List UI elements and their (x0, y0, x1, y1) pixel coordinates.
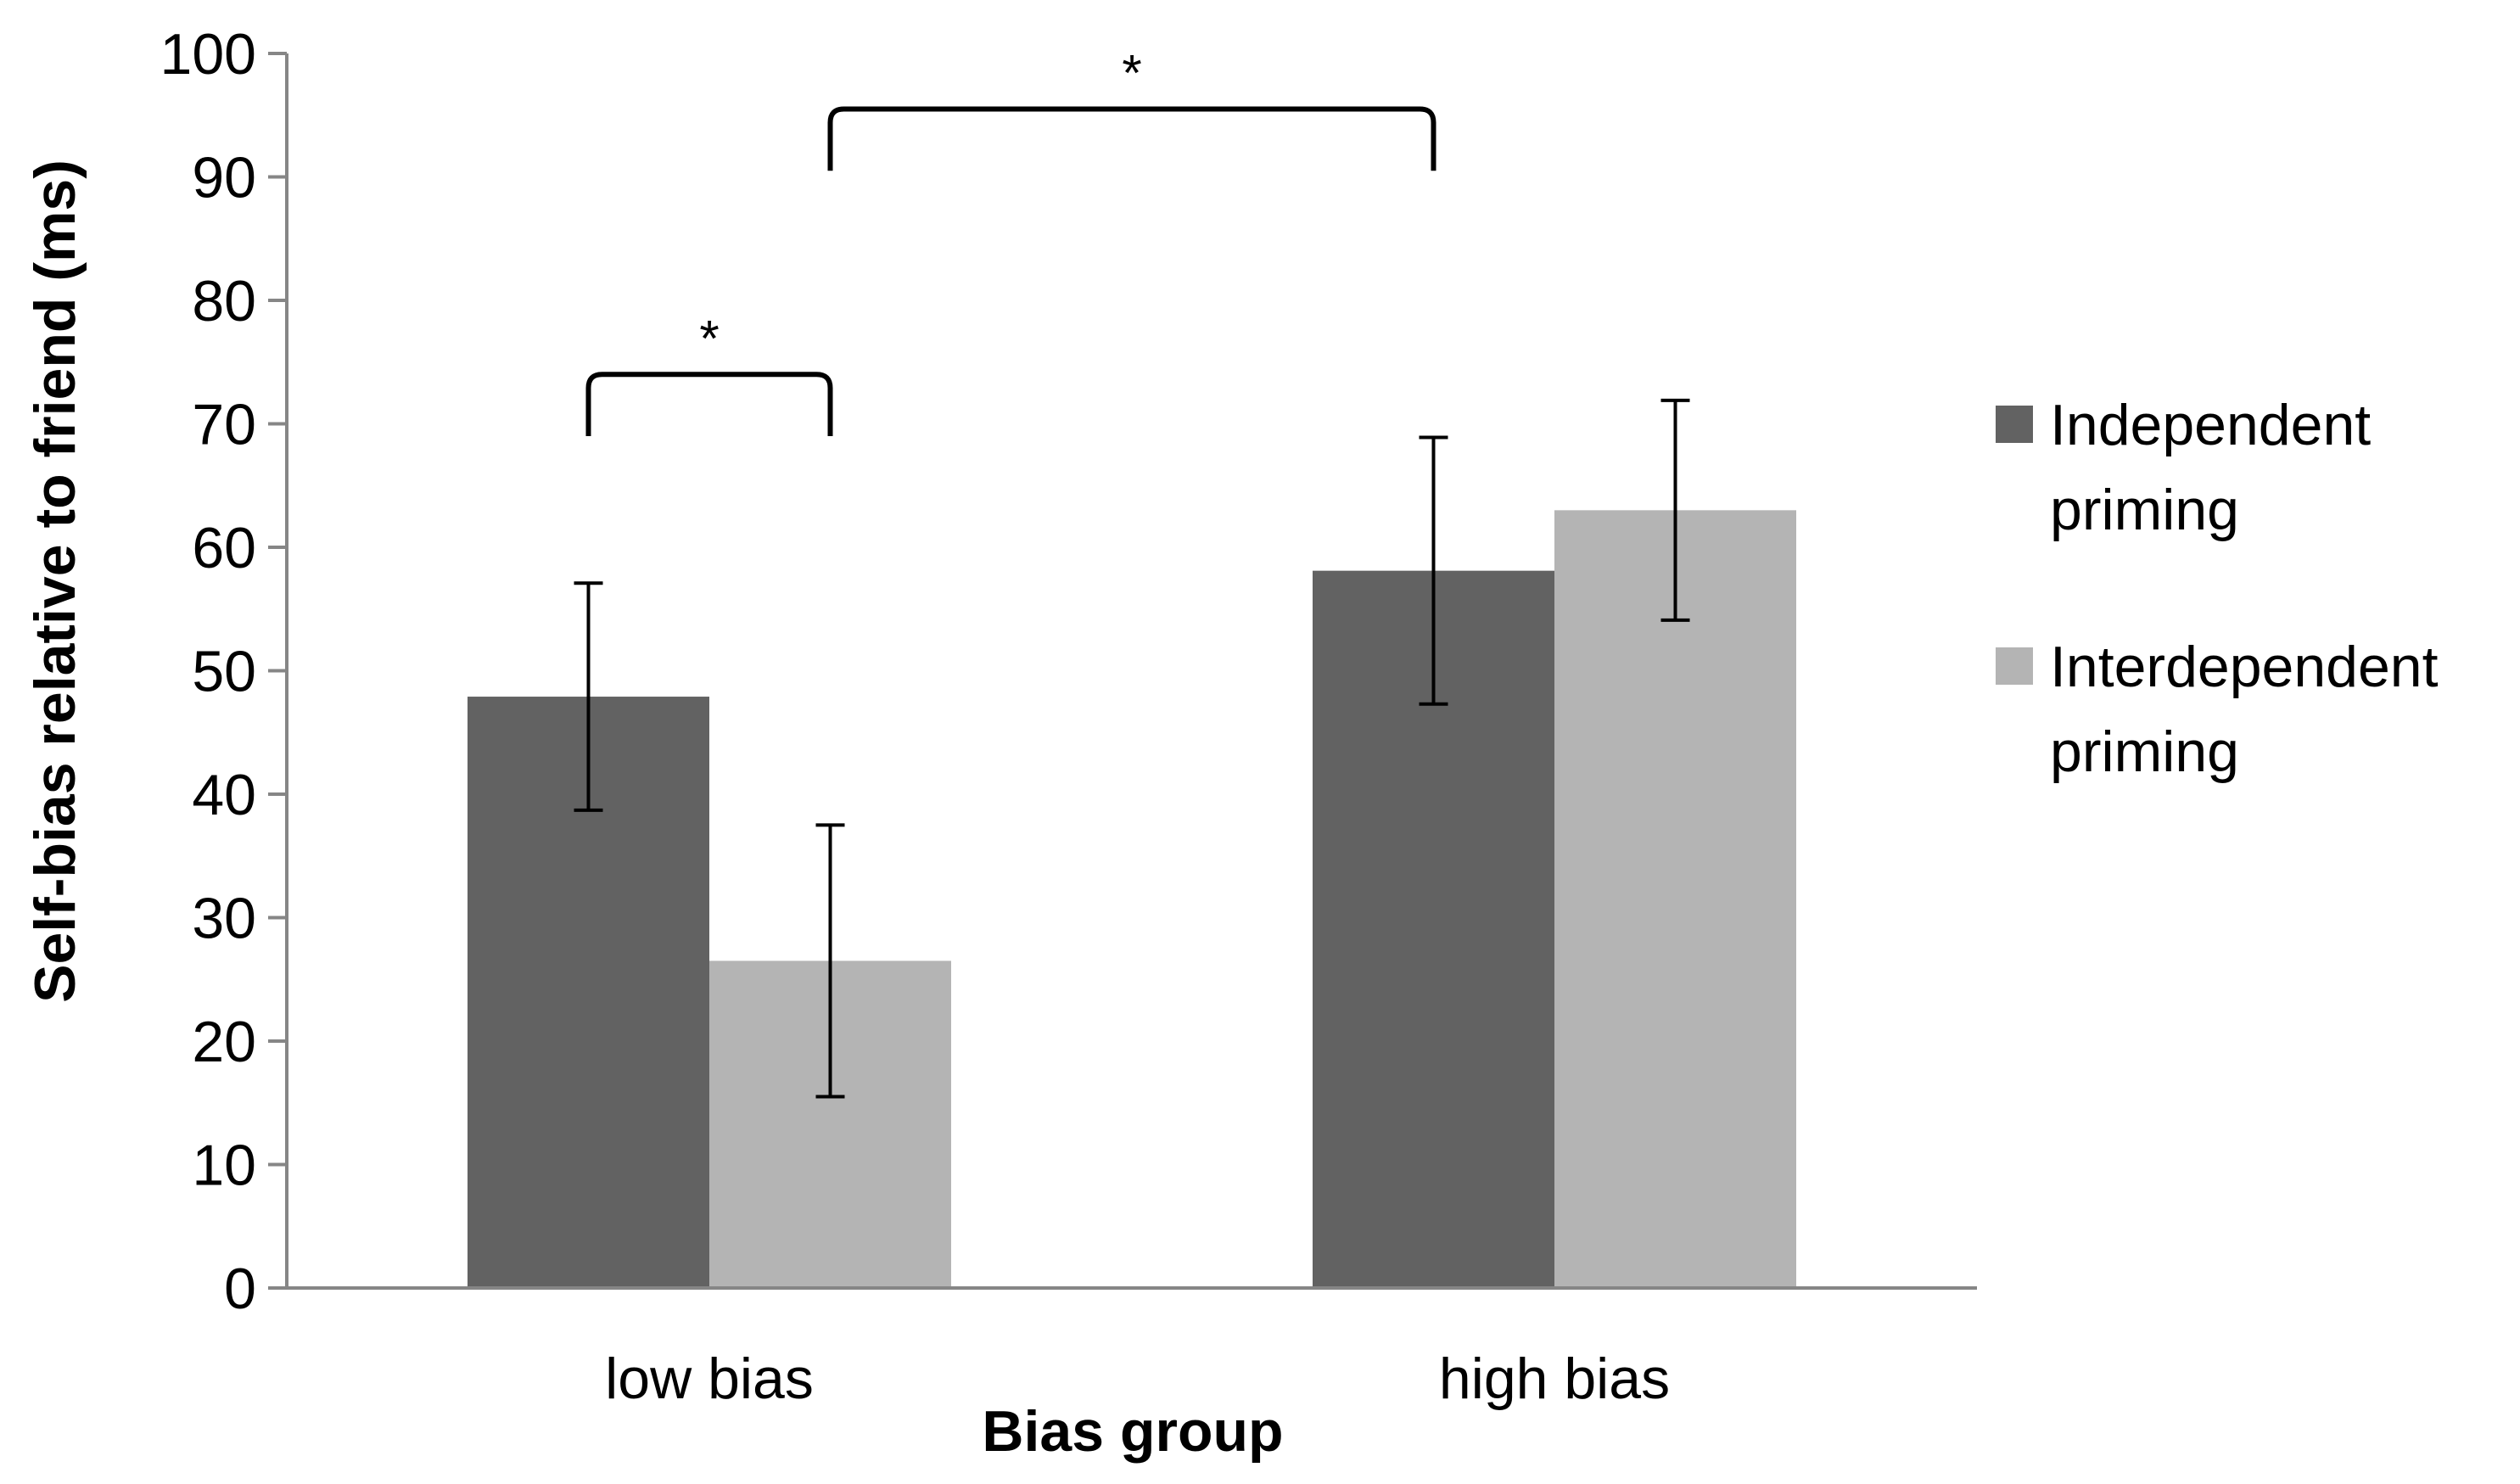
bars-layer (468, 510, 1796, 1288)
significance-layer: ** (585, 44, 1436, 437)
legend-swatch-independent (1996, 406, 2033, 443)
y-tick-label-60: 60 (192, 516, 256, 580)
legend: Independent priming Interdependent priming (1996, 393, 2439, 784)
y-tick-label-50: 50 (192, 640, 256, 704)
y-tick-label-90: 90 (192, 146, 256, 210)
legend-swatch-interdependent (1996, 647, 2033, 685)
significance-bracket-2 (827, 106, 1436, 171)
y-tick-label-70: 70 (192, 393, 256, 457)
y-tick-label-0: 0 (224, 1257, 256, 1321)
error-bars-layer (574, 398, 1690, 1099)
y-tick-label-20: 20 (192, 1010, 256, 1074)
legend-label-interdependent-line-2: priming (2050, 720, 2239, 784)
bar-interdependent-high-bias (1554, 510, 1796, 1288)
axes-layer: 0 10 20 30 40 50 60 70 80 90 100 low bias high bias (160, 22, 1977, 1411)
y-tick-label-30: 30 (192, 887, 256, 951)
significance-star-2: * (1122, 44, 1141, 101)
x-tick-label-low-bias: low bias (605, 1347, 814, 1411)
significance-star-1: * (699, 310, 719, 367)
x-tick-label-high-bias: high bias (1439, 1347, 1670, 1411)
legend-label-independent-line-1: Independent (2050, 393, 2371, 457)
legend-label-independent-line-2: priming (2050, 478, 2239, 542)
y-axis-title: Self-bias relative to friend (ms) (23, 160, 87, 1003)
significance-bracket-1 (585, 372, 833, 437)
y-tick-label-100: 100 (160, 22, 256, 87)
x-axis-title: Bias group (982, 1399, 1283, 1464)
y-tick-label-40: 40 (192, 763, 256, 827)
y-tick-label-80: 80 (192, 269, 256, 333)
legend-label-interdependent-line-1: Interdependent (2050, 635, 2439, 699)
y-tick-label-10: 10 (192, 1134, 256, 1198)
